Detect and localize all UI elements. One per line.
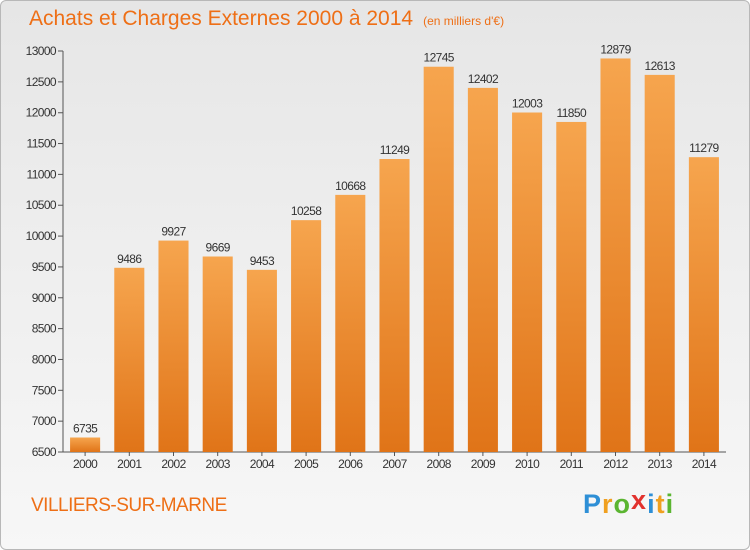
- x-axis: 2000 2001 2002 2003 2004 2005 2006 2007 2008 2009…: [63, 451, 726, 471]
- bar-2003: [202, 256, 233, 452]
- chart-title-text: Achats et Charges Externes 2000 à 2014: [29, 7, 414, 30]
- y-tick-label: 10500: [26, 198, 57, 212]
- data-label-2007: 11249: [380, 143, 410, 157]
- y-tick-label: 9000: [32, 291, 57, 305]
- y-tick-label: 6500: [32, 445, 57, 459]
- bar-2012: [600, 58, 631, 452]
- bar-2011: [556, 121, 587, 452]
- x-tick-label-2004: 2004: [250, 457, 275, 471]
- x-tick-label-2008: 2008: [427, 457, 452, 471]
- y-tick-label: 12000: [26, 106, 57, 120]
- logo-letter: i: [665, 489, 675, 519]
- bar-2006: [335, 194, 366, 452]
- x-tick-label-2006: 2006: [338, 457, 363, 471]
- y-tick-label: 10000: [26, 229, 57, 243]
- data-label-2005: 10258: [291, 204, 322, 218]
- y-tick-label: 7500: [32, 383, 57, 397]
- data-label-2004: 9453: [250, 254, 275, 268]
- data-label-2011: 11850: [557, 106, 587, 120]
- y-tick-label: 8500: [32, 322, 57, 336]
- y-tick-label: 11000: [27, 167, 57, 181]
- data-label-2012: 12879: [600, 42, 631, 56]
- logo-letter: t: [655, 489, 666, 519]
- data-label-2009: 12402: [468, 72, 499, 86]
- bars: [70, 58, 719, 452]
- chart-unit: (en milliers d'€): [423, 14, 505, 28]
- logo-letter: r: [602, 489, 614, 519]
- x-tick-label-2013: 2013: [648, 457, 673, 471]
- data-label-2008: 12745: [424, 51, 455, 65]
- data-label-2014: 11279: [689, 141, 719, 155]
- x-tick-label-2014: 2014: [692, 457, 717, 471]
- bar-2004: [246, 269, 277, 452]
- bar-2013: [644, 74, 675, 452]
- bar-2007: [379, 159, 410, 452]
- bar-2014: [688, 157, 719, 452]
- y-tick-label: 9500: [32, 260, 57, 274]
- data-labels: 6735 9486 9927 9669 9453 10258 10668 11249 12745…: [73, 42, 720, 435]
- y-tick-label: 7000: [32, 414, 57, 428]
- logo-letter: P: [583, 489, 603, 519]
- logo-letter: i: [647, 489, 656, 519]
- bar-2005: [291, 220, 322, 452]
- bar-2002: [158, 240, 189, 452]
- data-label-2010: 12003: [512, 97, 543, 111]
- x-tick-label-2000: 2000: [73, 457, 98, 471]
- town-name: VILLIERS-SUR-MARNE: [31, 495, 227, 516]
- data-label-2000: 6735: [73, 422, 98, 436]
- data-label-2006: 10668: [335, 179, 366, 193]
- y-tick-label: 11500: [27, 137, 57, 151]
- x-tick-label-2009: 2009: [471, 457, 496, 471]
- x-tick-label-2001: 2001: [117, 457, 142, 471]
- y-axis: 6500 7000 7500 8000 8500 9000 9500 10000 10500 11…: [26, 44, 64, 459]
- x-tick-label-2010: 2010: [515, 457, 540, 471]
- x-tick-label-2005: 2005: [294, 457, 319, 471]
- x-tick-label-2007: 2007: [382, 457, 407, 471]
- data-label-2013: 12613: [645, 59, 676, 73]
- data-label-2001: 9486: [117, 252, 142, 266]
- x-tick-label-2012: 2012: [603, 457, 628, 471]
- x-tick-label-2003: 2003: [206, 457, 231, 471]
- bar-2001: [114, 267, 145, 452]
- chart-title: Achats et Charges Externes 2000 à 2014 (e…: [29, 7, 504, 31]
- y-tick-label: 12500: [26, 75, 57, 89]
- bar-2010: [512, 112, 543, 452]
- x-tick-label-2011: 2011: [560, 457, 584, 471]
- data-label-2003: 9669: [206, 240, 231, 254]
- bar-2000: [70, 437, 101, 452]
- data-label-2002: 9927: [161, 225, 186, 239]
- x-tick-label-2002: 2002: [161, 457, 186, 471]
- proxiti-logo: Proxiti: [583, 485, 675, 520]
- y-tick-label: 8000: [32, 352, 57, 366]
- y-tick-label: 13000: [26, 44, 57, 58]
- logo-letter: o: [613, 489, 632, 519]
- logo-letter: x: [631, 485, 648, 515]
- bar-2009: [467, 87, 498, 452]
- bar-2008: [423, 66, 454, 452]
